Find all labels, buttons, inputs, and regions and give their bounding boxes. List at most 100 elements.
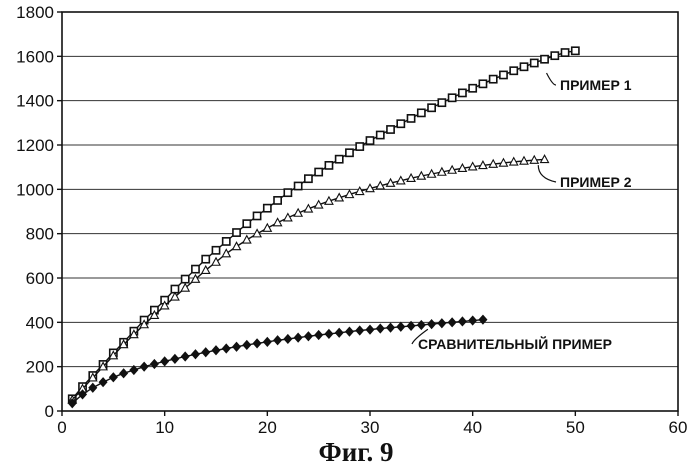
series-1-point-35: [427, 103, 436, 113]
series-1-point-18: [252, 211, 262, 221]
series-3-point-29: [365, 324, 375, 335]
series-3-point-25: [324, 328, 334, 339]
series-1-point-27: [345, 148, 354, 158]
series-3-point-40: [478, 314, 488, 325]
series-2-point-22: [293, 207, 304, 217]
y-tick-label-9: 1800: [16, 3, 54, 22]
series-3-point-16: [231, 341, 242, 352]
series-1-point-31: [386, 125, 395, 134]
series-3-point-30: [375, 323, 385, 334]
series-1-point-24: [314, 167, 324, 177]
series-2-point-41: [488, 158, 499, 168]
series-2-point-30: [375, 180, 386, 190]
series-2-point-14: [211, 256, 221, 266]
series-2-point-33: [406, 172, 416, 182]
series-1-point-49: [570, 46, 580, 56]
series-1-point-20: [273, 196, 282, 205]
series-1-point-19: [262, 203, 272, 213]
y-tick-label-0: 0: [45, 402, 54, 421]
series-1-point-32: [396, 119, 406, 129]
series-2-point-28: [354, 185, 365, 196]
series-3-point-38: [457, 316, 467, 327]
series-3-point-36: [437, 318, 447, 329]
series-2-point-16: [231, 241, 242, 251]
series-3-point-32: [396, 321, 406, 332]
series-1-point-33: [406, 114, 416, 123]
series-1-point-12: [191, 264, 200, 274]
series-1-point-11: [180, 274, 190, 284]
series-1-point-28: [355, 142, 365, 151]
x-tick-label-4: 40: [463, 418, 482, 437]
series-2-point-46: [539, 154, 550, 164]
series-2-point-10: [170, 291, 180, 301]
series-3-point-12: [190, 349, 201, 360]
series-3-point-3: [98, 377, 108, 388]
series-2-point-24: [313, 199, 324, 209]
series-2-label: ПРИМЕР 2: [560, 174, 632, 190]
series-1-point-29: [365, 136, 375, 145]
series-3-point-17: [242, 339, 252, 351]
grid-lines: [62, 55, 678, 368]
series-3-point-23: [303, 331, 313, 342]
series-3-point-18: [252, 338, 262, 349]
series-labels: ПРИМЕР 1 ПРИМЕР 2 СРАВНИТЕЛЬНЫЙ ПРИМЕР: [411, 72, 632, 352]
series-2-point-21: [282, 212, 293, 222]
series-1-point-43: [509, 66, 519, 76]
y-tick-label-8: 1600: [16, 47, 54, 66]
series-2-leader-line: [537, 165, 557, 183]
series-3-point-5: [119, 368, 129, 379]
series-2-point-15: [221, 248, 232, 258]
series-1-point-38: [457, 88, 467, 98]
series-3-point-2: [88, 382, 98, 393]
series-3-point-6: [129, 364, 139, 376]
y-tick-label-4: 800: [26, 225, 54, 244]
y-tick-label-3: 600: [26, 269, 54, 288]
series-2-point-20: [272, 217, 283, 227]
series-3-point-22: [293, 332, 303, 343]
series-2-point-44: [519, 155, 529, 165]
y-tick-label-5: 1000: [16, 180, 54, 199]
series-1-label: ПРИМЕР 1: [560, 77, 632, 93]
series-3-point-11: [180, 351, 190, 362]
series-2-point-17: [241, 234, 252, 244]
series-1-point-46: [540, 54, 549, 64]
series-2-point-27: [344, 189, 355, 199]
series-2-point-39: [467, 161, 478, 171]
series-2-point-18: [252, 228, 262, 238]
series-3-point-35: [427, 319, 437, 330]
x-tick-label-1: 10: [155, 418, 174, 437]
series-2-point-37: [447, 164, 458, 174]
series-1-point-23: [303, 174, 313, 184]
series-3-point-7: [139, 361, 149, 372]
series-2-point-5: [118, 339, 129, 349]
series-3-point-33: [406, 320, 416, 331]
series-3-point-13: [201, 347, 211, 358]
x-tick-label-0: 0: [57, 418, 66, 437]
series-3-point-1: [77, 389, 88, 400]
series-2-point-23: [303, 203, 314, 213]
series-2-point-25: [324, 195, 334, 205]
series-2-point-42: [498, 157, 509, 167]
series-1-point-47: [550, 51, 560, 61]
series-3-point-28: [355, 325, 365, 336]
series-2-point-2: [87, 372, 98, 382]
series-3-point-19: [262, 336, 272, 347]
y-tick-label-7: 1400: [16, 92, 54, 111]
series-2-point-11: [180, 282, 191, 292]
series-3-point-34: [416, 319, 426, 331]
series-2-point-13: [200, 264, 211, 274]
y-tick-label-1: 200: [26, 358, 54, 377]
series-1-point-17: [242, 219, 252, 229]
series-2-point-40: [478, 160, 488, 170]
series-3-point-8: [149, 358, 159, 370]
series-1-point-40: [478, 79, 488, 89]
series-1-point-25: [324, 160, 334, 170]
series-2-point-3: [98, 361, 108, 371]
series-2-point-8: [149, 309, 160, 319]
x-axis-ticks: 0 10 20 30 40 50 60: [57, 411, 687, 437]
series-3-point-4: [108, 372, 118, 383]
series-1-point-13: [201, 254, 211, 264]
series-2-point-32: [395, 175, 406, 185]
series-3-label: СРАВНИТЕЛЬНЫЙ ПРИМЕР: [418, 335, 612, 352]
